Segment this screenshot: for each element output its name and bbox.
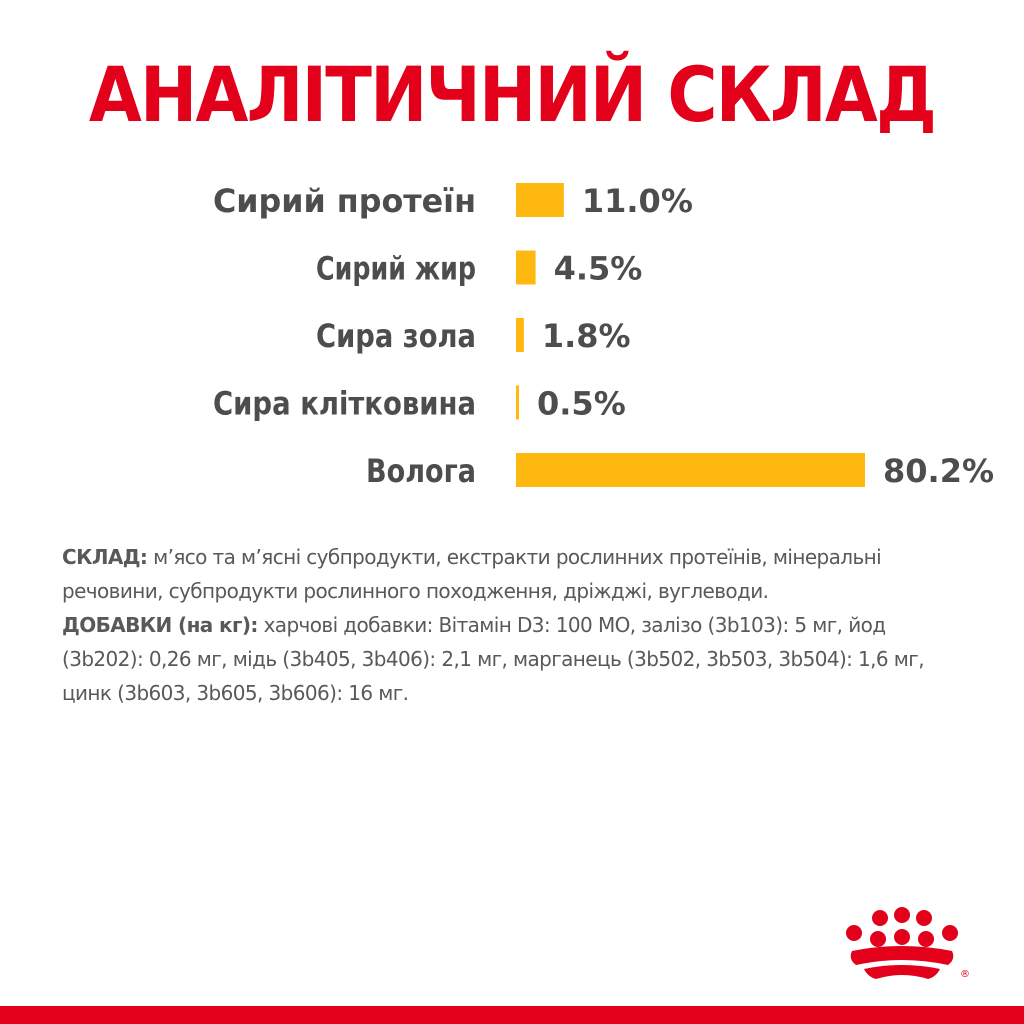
composition-text: м’ясо та м’ясні субпродукти, екстракти р…	[62, 545, 882, 603]
category-label: Волога	[366, 452, 476, 490]
composition-paragraph: СКЛАД: м’ясо та м’ясні субпродукти, екст…	[62, 540, 962, 608]
bar	[516, 318, 524, 352]
category-label: Сирий жир	[316, 250, 476, 288]
value-label: 1.8%	[542, 317, 631, 355]
bar	[516, 250, 536, 285]
bottom-brand-bar	[0, 1006, 1024, 1024]
value-label: 11.0%	[582, 182, 693, 220]
additives-text: харчові добавки: Вітамін D3: 100 МО, зал…	[62, 613, 925, 705]
composition-label: СКЛАД:	[62, 545, 148, 569]
bar	[516, 385, 519, 420]
category-label: Сирий протеїн	[213, 182, 476, 220]
value-label: 4.5%	[554, 250, 643, 288]
category-label: Сира зола	[316, 317, 476, 355]
bar	[516, 183, 564, 217]
trademark-symbol: ®	[960, 969, 970, 980]
crown-logo-icon: ®	[846, 907, 970, 980]
value-label: 80.2%	[883, 452, 994, 490]
page-title: АНАЛІТИЧНИЙ СКЛАД	[88, 50, 937, 139]
additives-paragraph: ДОБАВКИ (на кг): харчові добавки: Вітамі…	[62, 608, 962, 710]
additives-label: ДОБАВКИ (на кг):	[62, 613, 258, 637]
bar	[516, 453, 865, 487]
value-label: 0.5%	[537, 385, 626, 423]
nutrition-bar-chart: Сирий протеїн 11.0% Сирий жир 4.5% Сира зола…	[213, 182, 994, 490]
composition-block: СКЛАД: м’ясо та м’ясні субпродукти, екст…	[62, 540, 962, 710]
category-label: Сира клітковина	[213, 385, 476, 423]
